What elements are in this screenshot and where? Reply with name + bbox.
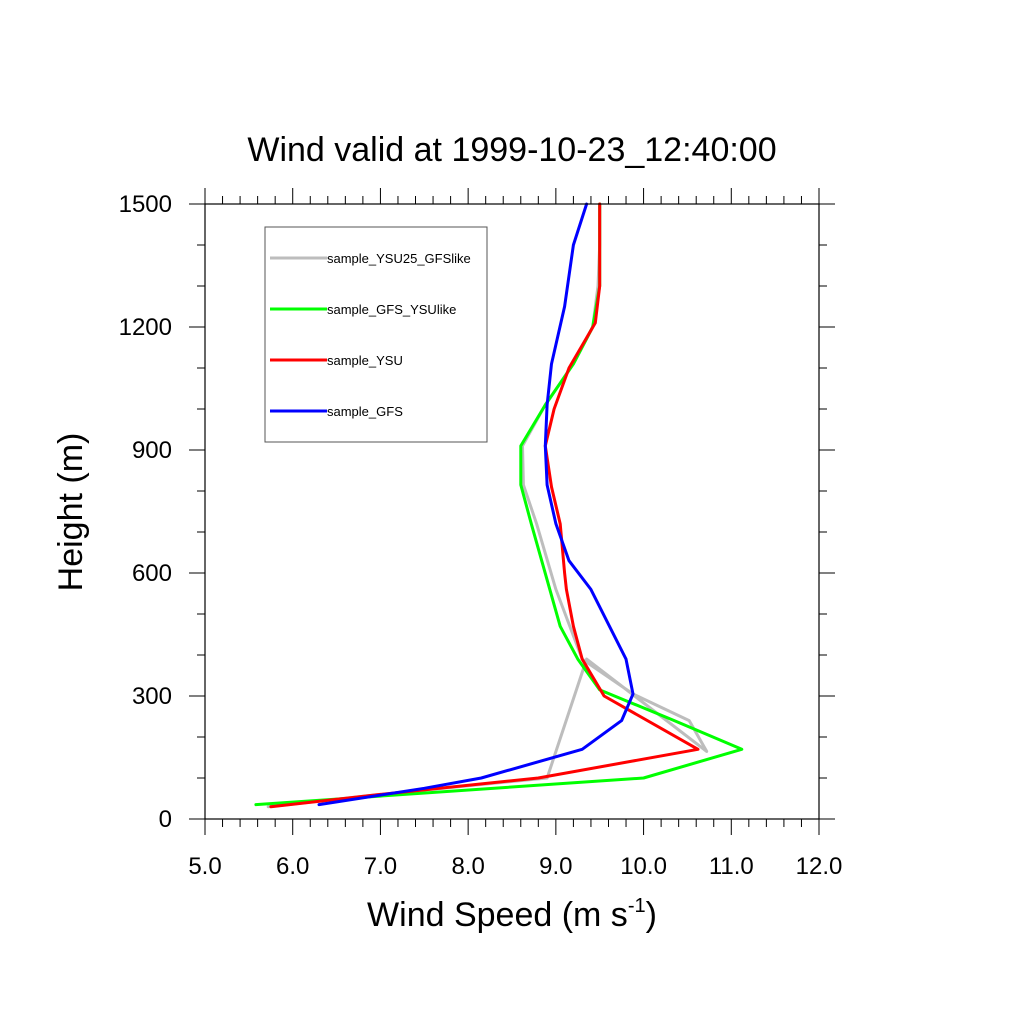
series-line-sample_YSU: [269, 202, 700, 809]
x-tick-label: 9.0: [539, 853, 572, 880]
legend-items: sample_YSU25_GFSlike sample_GFS_YSUlikesa…: [270, 251, 471, 419]
legend-box: [264, 226, 488, 443]
plot-area: 5.0 6.0 7.0 8.0 9.0 10.0 11.0 12.0 0 300 600 900 12…: [119, 188, 842, 880]
series-layer: [254, 202, 744, 809]
x-tick-labels: 5.0 6.0 7.0 8.0 9.0 10.0 11.0 12.0: [188, 853, 842, 880]
x-tick-label: 5.0: [188, 853, 221, 880]
x-tick-label: 11.0: [709, 853, 754, 880]
series-line-sample_YSU25_GFSlike: [266, 202, 709, 809]
chart-title: Wind valid at 1999-10-23_12:40:00: [247, 131, 776, 169]
y-axis-title: Height (m): [52, 433, 90, 592]
legend-label-sample_GFS: sample_GFS: [327, 404, 403, 419]
x-tick-label: 7.0: [364, 853, 397, 880]
x-tick-label: 10.0: [620, 853, 667, 880]
x-axis-title-superscript: -1: [628, 895, 646, 917]
legend-label-sample_YSU25_GFSlike: sample_YSU25_GFSlike: [327, 251, 471, 266]
legend-label-sample_GFS_YSUlike: sample_GFS_YSUlike: [327, 302, 456, 317]
plot-frame: [204, 203, 820, 820]
y-tick-label: 0: [159, 806, 172, 833]
x-tick-label: 12.0: [796, 853, 843, 880]
x-tick-label: 6.0: [276, 853, 309, 880]
y-tick-label: 900: [132, 437, 172, 464]
x-tick-label: 8.0: [451, 853, 484, 880]
x-axis-title-main: Wind Speed (m s: [367, 896, 628, 934]
y-tick-label: 600: [132, 560, 172, 587]
y-tick-labels: 0 300 600 900 1200 1500: [119, 191, 172, 833]
series-line-sample_GFS: [317, 202, 635, 807]
y-tick-label: 1200: [119, 314, 172, 341]
y-tick-label: 300: [132, 683, 172, 710]
tick-layer: [189, 188, 835, 835]
legend: sample_YSU25_GFSlike sample_GFS_YSUlikesa…: [264, 226, 488, 443]
y-tick-label: 1500: [119, 191, 172, 218]
legend-label-sample_YSU: sample_YSU: [327, 353, 403, 368]
x-axis-title: Wind Speed (m s-1): [367, 895, 657, 934]
x-axis-title-suffix: ): [646, 896, 657, 934]
